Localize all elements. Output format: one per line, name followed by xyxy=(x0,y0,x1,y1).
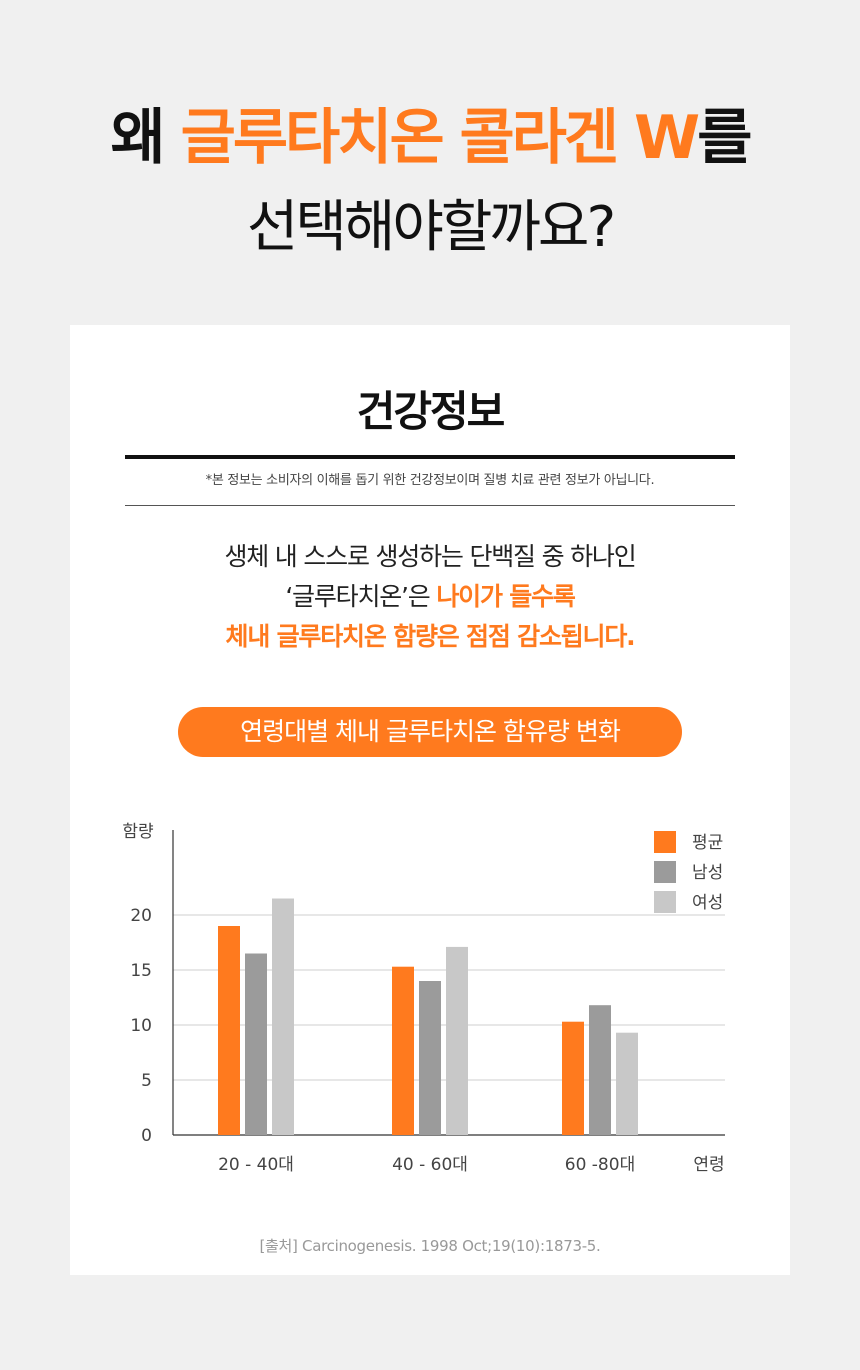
intro-line-2-plain: ‘글루타치온’은 xyxy=(285,582,437,611)
legend-swatch xyxy=(654,831,676,853)
intro-line-2: ‘글루타치온’은 나이가 들수록 xyxy=(70,577,790,617)
y-axis-label: 함량 xyxy=(122,822,154,842)
bar-avg-1 xyxy=(392,966,414,1135)
x-tick-label: 60 -80대 xyxy=(565,1155,635,1175)
y-tick-label: 10 xyxy=(130,1016,152,1036)
bar-avg-0 xyxy=(218,926,240,1135)
headline-line2: 선택해야할까요? xyxy=(246,195,616,260)
headline-line1: 왜 글루타치온 콜라겐 W를 xyxy=(0,98,860,178)
intro-line-2-bold: 나이가 들수록 xyxy=(436,582,576,611)
bar-female-0 xyxy=(272,898,294,1135)
x-axis-label: 연령 xyxy=(693,1155,724,1175)
intro-line-1: 생체 내 스스로 생성하는 단백질 중 하나인 xyxy=(224,542,636,571)
title-divider-thin xyxy=(125,505,735,506)
bar-male-2 xyxy=(589,1005,611,1135)
headline-accent: 글루타치온 콜라겐 W xyxy=(180,103,701,173)
headline-suffix: 를 xyxy=(697,103,752,173)
x-tick-label: 20 - 40대 xyxy=(218,1155,294,1175)
intro-line-3: 체내 글루타치온 함량은 점점 감소됩니다. xyxy=(225,622,636,651)
legend-swatch xyxy=(654,891,676,913)
legend-label: 평균 xyxy=(692,833,723,853)
bar-avg-2 xyxy=(562,1021,584,1135)
title-divider-thick xyxy=(125,455,735,459)
bar-female-2 xyxy=(616,1032,638,1135)
legend-label: 남성 xyxy=(692,863,723,883)
source-citation: [출처] Carcinogenesis. 1998 Oct;19(10):187… xyxy=(259,1237,601,1255)
legend-label: 여성 xyxy=(692,893,723,913)
headline-prefix: 왜 xyxy=(110,103,181,173)
y-tick-label: 5 xyxy=(141,1071,152,1091)
chart-title-pill: 연령대별 체내 글루타치온 함유량 변화 xyxy=(178,707,682,757)
x-tick-label: 40 - 60대 xyxy=(392,1155,468,1175)
health-info-card: 건강정보 *본 정보는 소비자의 이해를 돕기 위한 건강정보이며 질병 치료 … xyxy=(70,325,790,1275)
legend-swatch xyxy=(654,861,676,883)
bar-male-0 xyxy=(245,953,267,1135)
bar-female-1 xyxy=(446,946,468,1135)
bar-male-1 xyxy=(419,981,441,1135)
y-tick-label: 15 xyxy=(130,961,152,981)
y-tick-label: 0 xyxy=(141,1126,152,1146)
y-tick-label: 20 xyxy=(130,906,152,926)
disclaimer-text: *본 정보는 소비자의 이해를 돕기 위한 건강정보이며 질병 치료 관련 정보… xyxy=(205,473,655,488)
card-title: 건강정보 xyxy=(356,387,506,436)
